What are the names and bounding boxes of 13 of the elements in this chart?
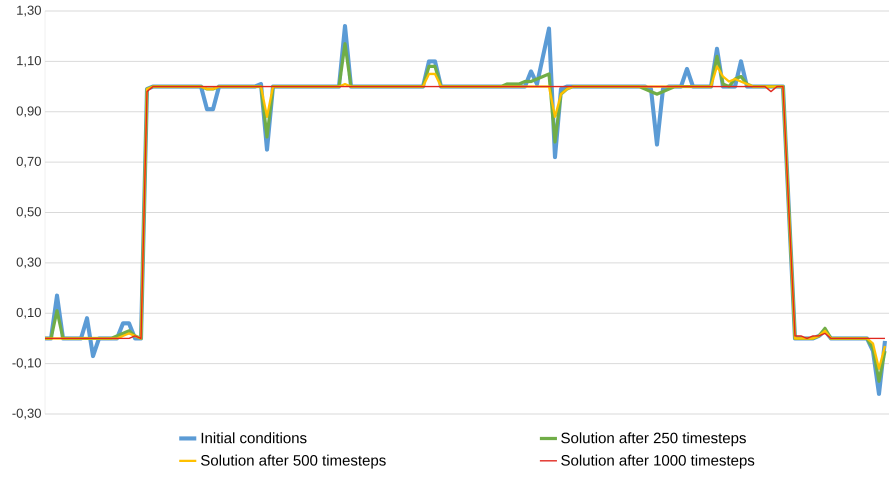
y-tick-label: 0,90	[16, 106, 41, 118]
legend-label: Solution after 1000 timesteps	[561, 454, 754, 469]
y-tick-label: 1,30	[17, 6, 41, 16]
legend-label: Initial conditions	[202, 432, 306, 444]
y-tick-label: -0,10	[12, 358, 41, 369]
y-tick-label: 0,30	[16, 257, 41, 268]
y-tick-label: 1,10	[17, 56, 41, 67]
legend-label: Solution after 500 timesteps	[201, 454, 386, 469]
y-tick-label: 0,70	[16, 156, 41, 168]
legend-label: Solution after 250 timesteps	[561, 432, 746, 446]
y-tick-label: 0,50	[16, 207, 41, 218]
y-tick-label: -0,30	[12, 408, 41, 420]
y-tick-label: 0,10	[16, 308, 41, 319]
